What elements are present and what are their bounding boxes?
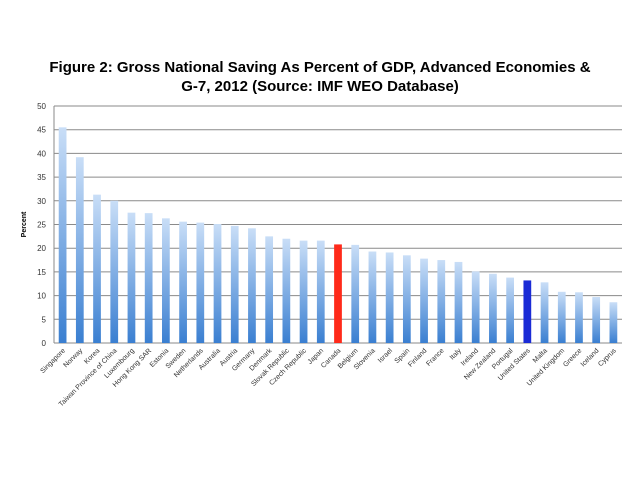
bar-portugal: [506, 277, 514, 343]
bar-finland: [420, 258, 428, 343]
y-tick-label: 45: [37, 126, 46, 135]
bar-slovak-republic: [282, 238, 291, 343]
y-tick-label: 35: [37, 173, 46, 182]
bar-cyprus: [609, 302, 618, 343]
x-category-label: Singapore: [39, 347, 67, 375]
x-category-label: Iceland: [580, 347, 601, 368]
bar-germany: [248, 228, 256, 343]
bar-czech-republic: [299, 240, 308, 343]
y-tick-label: 10: [37, 292, 46, 301]
bar-taiwan-province-of-china: [110, 200, 119, 343]
bar-hong-kong-sar: [144, 213, 153, 343]
bar-malta: [540, 282, 549, 343]
y-tick-label: 30: [37, 197, 46, 206]
bar-slovenia: [368, 251, 377, 343]
y-axis-title: Percent: [21, 211, 28, 237]
chart-title-line-2: G-7, 2012 (Source: IMF WEO Database): [181, 78, 459, 95]
bar-denmark: [265, 236, 274, 343]
y-tick-label: 25: [37, 221, 46, 230]
bar-netherlands: [196, 222, 205, 343]
y-tick-label: 0: [42, 339, 47, 348]
chart-title-line-1: Figure 2: Gross National Saving As Perce…: [49, 59, 591, 76]
x-category-label: Cyprus: [597, 347, 618, 368]
bar-estonia: [162, 218, 170, 343]
bar-japan: [316, 240, 325, 343]
bar-france: [437, 260, 446, 343]
y-tick-label: 5: [42, 315, 47, 324]
bar-canada: [334, 244, 342, 343]
bar-austria: [230, 225, 239, 343]
x-category-label: United States: [497, 347, 532, 382]
x-category-label: Israel: [377, 347, 394, 364]
x-category-label: Finland: [407, 347, 428, 368]
bar-new-zealand: [489, 273, 497, 343]
bar-australia: [213, 224, 222, 343]
x-category-label: Italy: [449, 347, 463, 361]
x-category-label: Greece: [562, 347, 583, 368]
y-tick-label: 50: [37, 102, 46, 111]
x-category-label: France: [425, 347, 445, 367]
y-tick-label: 40: [37, 149, 46, 158]
bar-luxembourg: [127, 212, 136, 343]
bar-united-kingdom: [557, 291, 566, 343]
bar-singapore: [58, 127, 67, 343]
chart-title: Figure 2: Gross National Saving As Perce…: [0, 58, 640, 96]
bar-italy: [454, 261, 463, 343]
bar-spain: [402, 255, 411, 343]
bar-belgium: [351, 244, 360, 343]
bar-iceland: [592, 297, 601, 343]
bar-korea: [93, 194, 101, 343]
bar-greece: [575, 292, 583, 343]
y-tick-label: 20: [37, 244, 46, 253]
bar-israel: [385, 252, 394, 343]
bar-ireland: [471, 271, 480, 343]
bar-united-states: [523, 280, 532, 343]
x-category-label: Norway: [62, 347, 84, 369]
y-tick-label: 15: [37, 268, 46, 277]
bar-sweden: [179, 221, 187, 343]
bar-norway: [75, 157, 84, 343]
